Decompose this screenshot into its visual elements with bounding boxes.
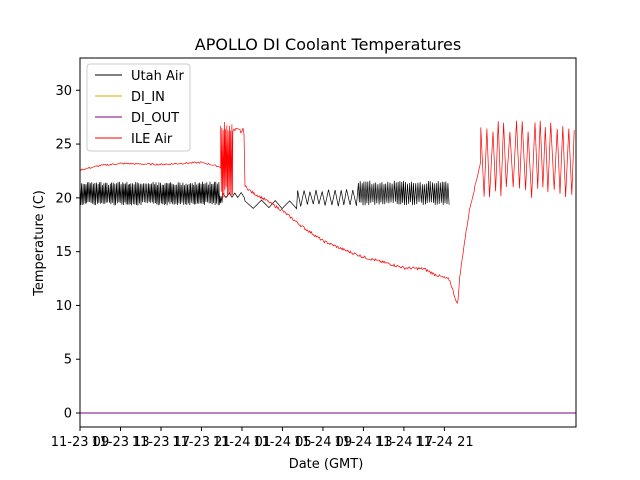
series-utah-air	[80, 180, 450, 210]
y-tick-label: 15	[55, 245, 72, 260]
y-axis-label: Temperature (C)	[32, 190, 47, 297]
plot-frame	[79, 57, 577, 428]
y-tick-label: 20	[55, 191, 72, 206]
x-tick-label: 11-23 21	[172, 435, 230, 450]
x-tick-label: 11-24 01	[213, 435, 271, 450]
y-tick-label: 5	[64, 353, 72, 368]
x-tick-label: 11-23 09	[51, 435, 109, 450]
series-line	[80, 120, 575, 305]
x-tick-label: 11-24 13	[334, 435, 392, 450]
y-tick-label: 25	[55, 138, 72, 153]
legend: Utah Air DI_IN DI_OUT ILE Air	[86, 63, 191, 152]
x-tick-label: 11-24 09	[294, 435, 352, 450]
legend-label: ILE Air	[131, 132, 173, 147]
series-line	[80, 180, 450, 210]
x-tick-label: 11-23 17	[132, 435, 190, 450]
legend-label: DI_IN	[131, 90, 165, 105]
x-tick-label: 11-24 17	[375, 435, 433, 450]
x-tick-label: 11-23 13	[91, 435, 149, 450]
chart-title: APOLLO DI Coolant Temperatures	[195, 35, 461, 54]
plot-area	[80, 120, 576, 414]
legend-label: DI_OUT	[131, 111, 179, 126]
x-tick-label: 11-24 05	[253, 435, 311, 450]
y-axis: 0 5 10 15 20 25 30	[55, 84, 80, 422]
y-tick-label: 30	[55, 84, 72, 99]
legend-box	[86, 63, 191, 152]
series-ile-air	[80, 120, 575, 305]
x-axis-label: Date (GMT)	[289, 457, 364, 472]
legend-label: Utah Air	[131, 69, 184, 84]
y-tick-label: 0	[64, 407, 72, 422]
x-tick-label: 11-24 21	[415, 435, 473, 450]
y-tick-label: 10	[55, 299, 72, 314]
